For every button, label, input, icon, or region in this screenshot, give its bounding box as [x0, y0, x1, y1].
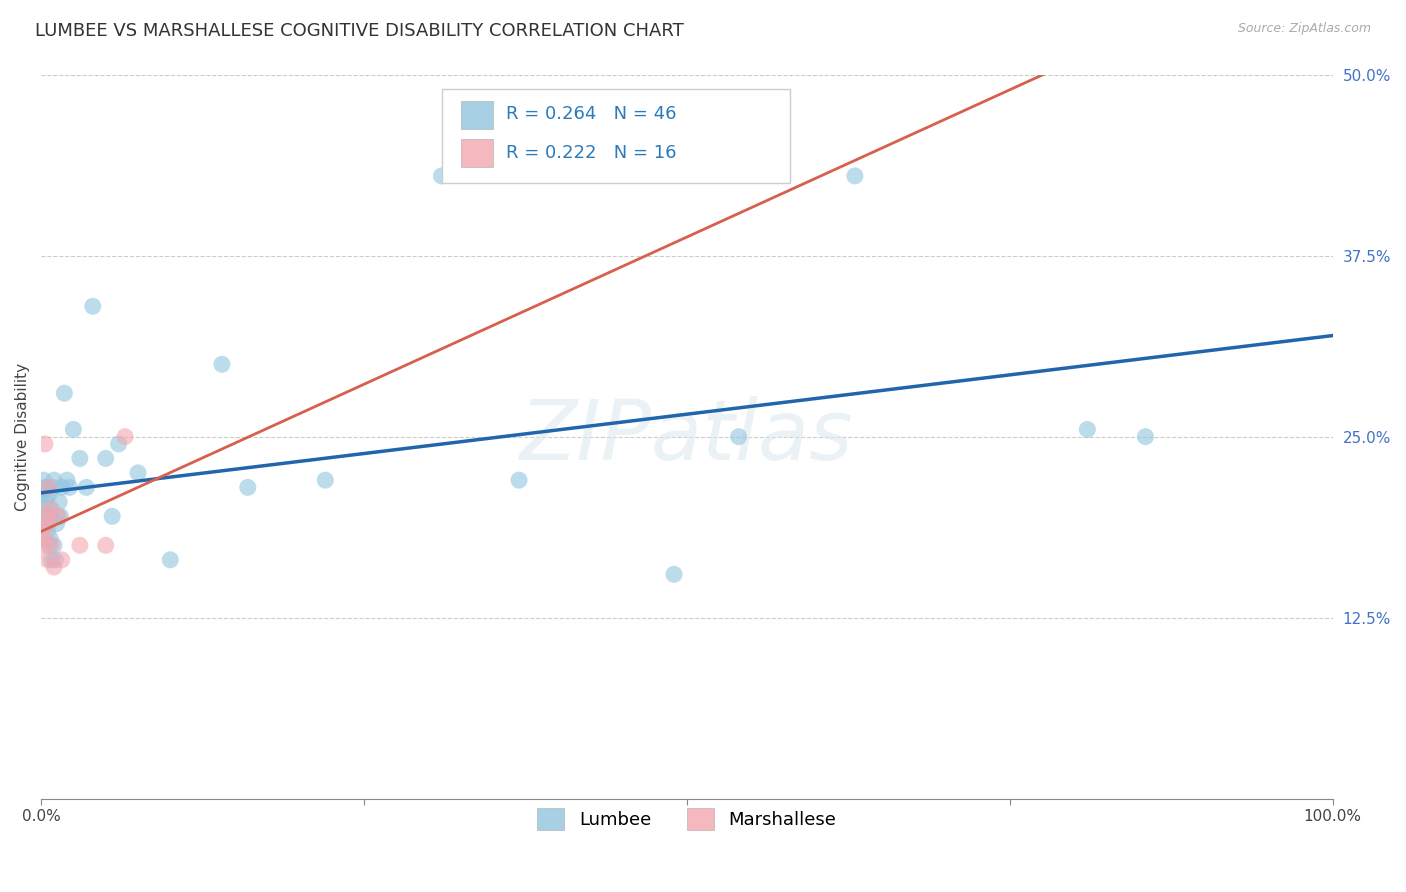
Point	[82, 299, 104, 313]
Point	[107, 437, 129, 451]
Point	[41, 538, 63, 552]
Point	[127, 466, 149, 480]
Point	[101, 509, 124, 524]
Point	[35, 495, 58, 509]
Point	[114, 430, 136, 444]
Point	[34, 509, 56, 524]
Y-axis label: Cognitive Disability: Cognitive Disability	[15, 363, 30, 511]
Text: R = 0.264   N = 46: R = 0.264 N = 46	[506, 105, 676, 123]
Text: ZIPatlas: ZIPatlas	[520, 396, 853, 477]
Point	[32, 502, 55, 516]
Point	[31, 488, 53, 502]
Point	[69, 538, 91, 552]
Point	[42, 560, 65, 574]
Point	[35, 509, 58, 524]
Point	[62, 422, 84, 436]
Point	[94, 451, 117, 466]
FancyBboxPatch shape	[461, 102, 494, 128]
Point	[38, 538, 60, 552]
Point	[236, 480, 259, 494]
FancyBboxPatch shape	[461, 139, 494, 167]
Point	[1076, 422, 1098, 436]
Point	[37, 480, 59, 494]
Point	[49, 509, 72, 524]
Point	[39, 531, 62, 545]
Point	[41, 502, 63, 516]
Point	[42, 473, 65, 487]
Point	[69, 451, 91, 466]
Point	[46, 509, 69, 524]
Point	[727, 430, 749, 444]
Point	[41, 553, 63, 567]
Point	[56, 473, 79, 487]
Point	[159, 553, 181, 567]
Point	[31, 524, 53, 538]
Legend: Lumbee, Marshallese: Lumbee, Marshallese	[523, 793, 851, 844]
Point	[1135, 430, 1157, 444]
Point	[75, 480, 97, 494]
Point	[34, 480, 56, 494]
Point	[39, 502, 62, 516]
Point	[34, 437, 56, 451]
Point	[32, 538, 55, 552]
Point	[32, 473, 55, 487]
Point	[35, 516, 58, 531]
Point	[37, 524, 59, 538]
Point	[314, 473, 336, 487]
Point	[51, 553, 73, 567]
Point	[94, 538, 117, 552]
Point	[48, 495, 70, 509]
Point	[844, 169, 866, 183]
Point	[508, 473, 530, 487]
Text: Source: ZipAtlas.com: Source: ZipAtlas.com	[1237, 22, 1371, 36]
Point	[37, 516, 59, 531]
Point	[211, 357, 233, 371]
Point	[39, 509, 62, 524]
Point	[58, 480, 80, 494]
Text: R = 0.222   N = 16: R = 0.222 N = 16	[506, 144, 676, 161]
Point	[42, 538, 65, 552]
FancyBboxPatch shape	[441, 89, 790, 183]
Point	[430, 169, 453, 183]
Point	[46, 509, 69, 524]
Point	[38, 480, 60, 494]
Point	[662, 567, 685, 582]
Point	[38, 488, 60, 502]
Text: LUMBEE VS MARSHALLESE COGNITIVE DISABILITY CORRELATION CHART: LUMBEE VS MARSHALLESE COGNITIVE DISABILI…	[35, 22, 683, 40]
Point	[45, 516, 67, 531]
Point	[51, 480, 73, 494]
Point	[37, 553, 59, 567]
Point	[44, 553, 66, 567]
Point	[32, 531, 55, 545]
Point	[42, 480, 65, 494]
Point	[53, 386, 76, 401]
